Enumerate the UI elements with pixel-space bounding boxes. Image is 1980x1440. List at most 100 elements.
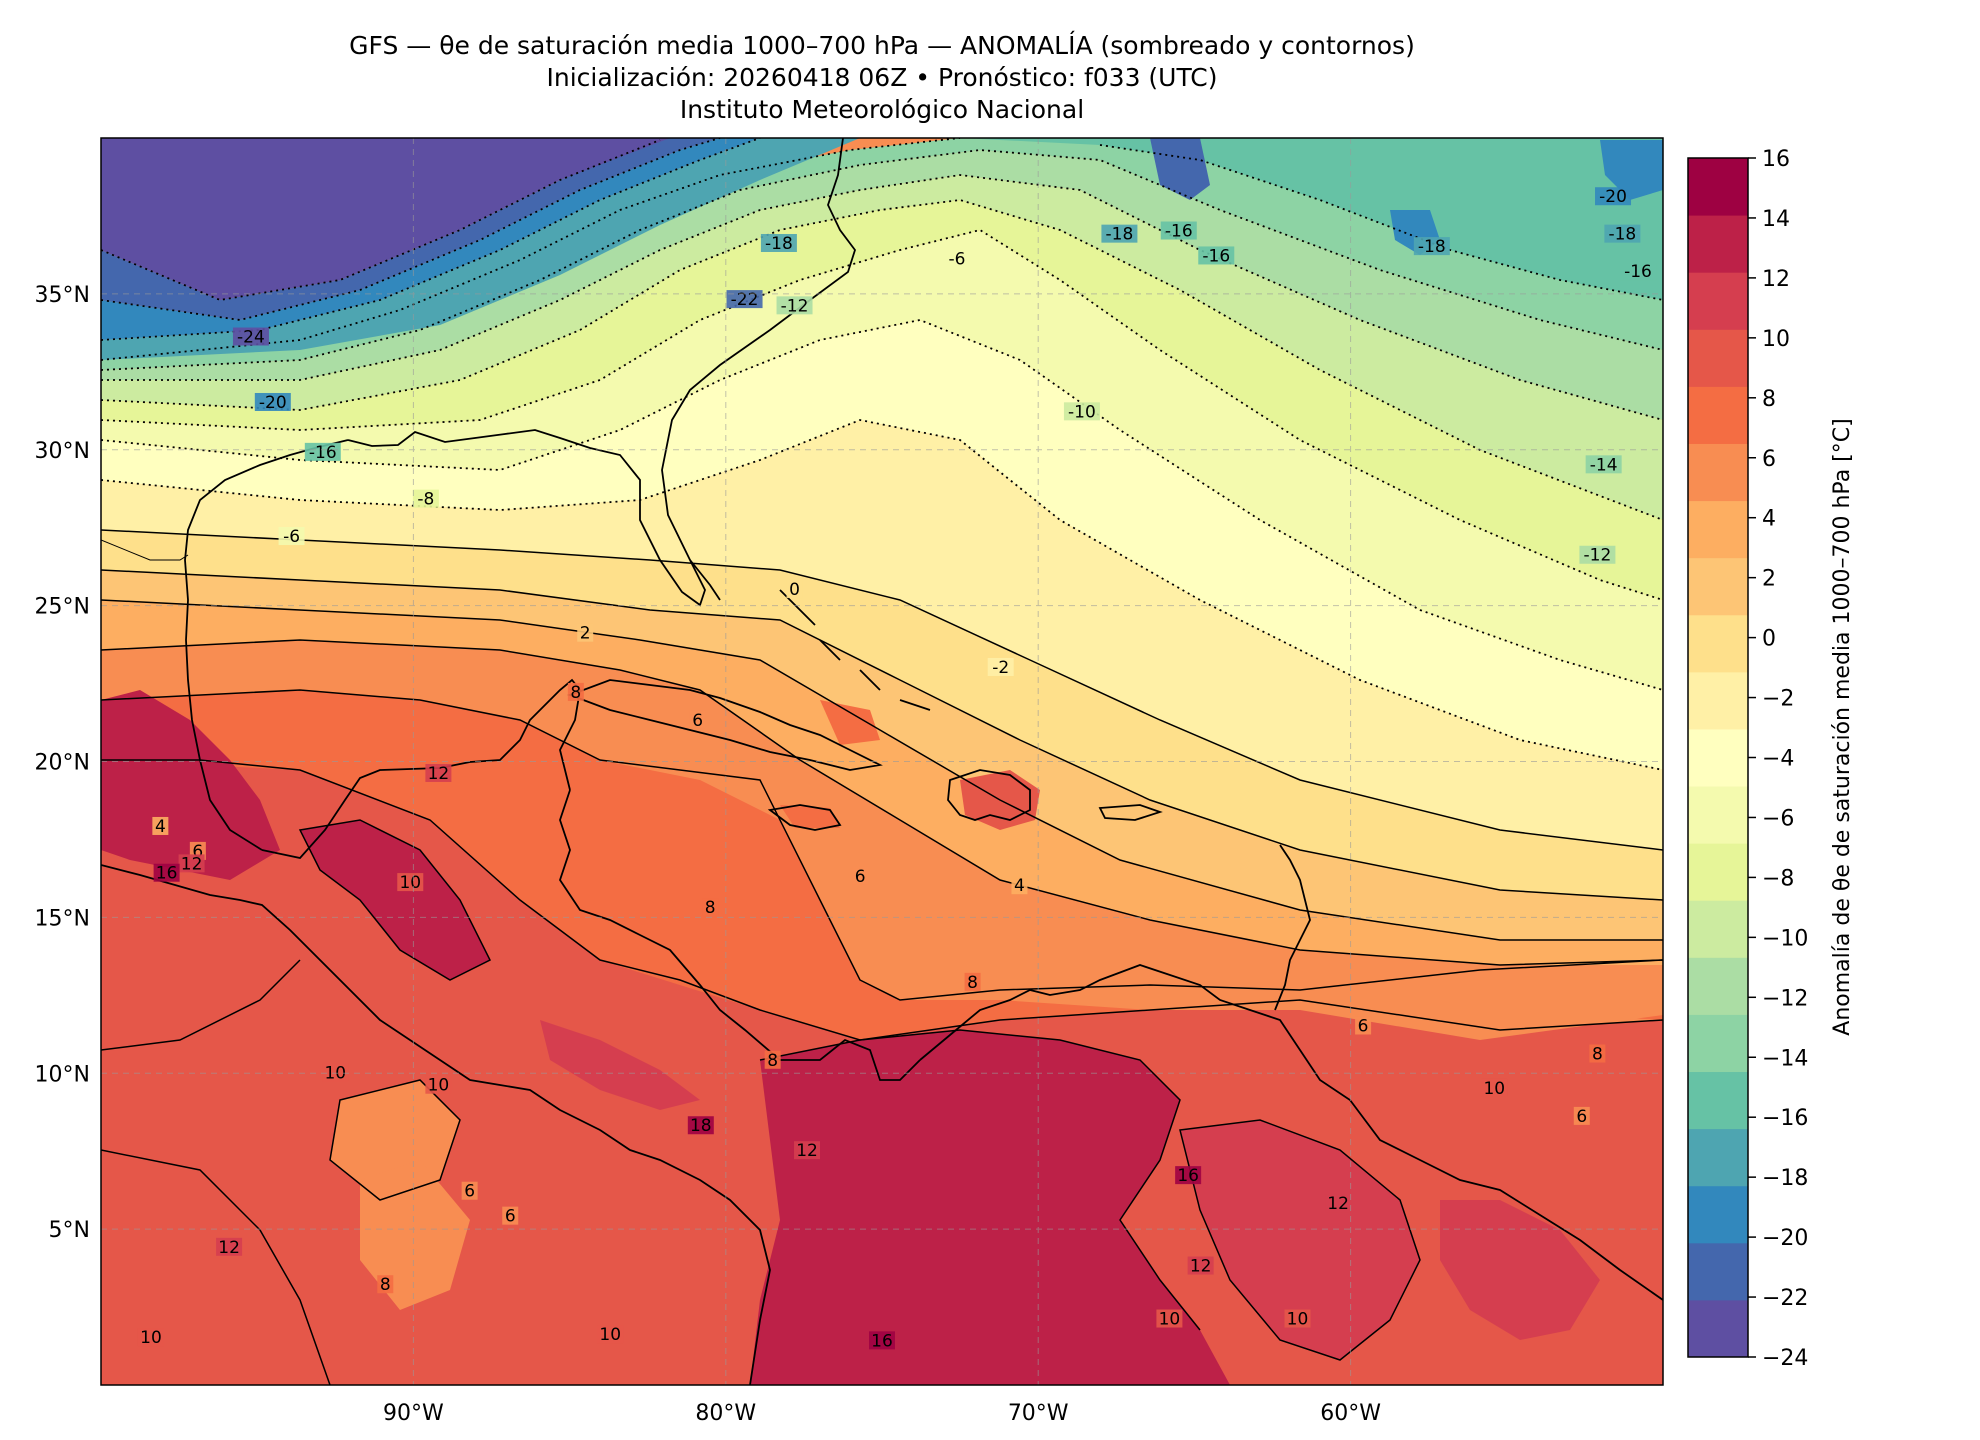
contour-label: -22	[731, 290, 759, 310]
lon-tick-label: 60°W	[1320, 1401, 1381, 1426]
figure-subtitle-init: Inicialización: 20260418 06Z • Pronóstic…	[546, 63, 1218, 92]
contour-label: -18	[1418, 237, 1446, 257]
contour-label-bg	[1481, 1078, 1508, 1097]
contour-line	[101, 139, 661, 301]
colorbar-segment	[1688, 786, 1748, 844]
coastline-cuba	[567, 679, 883, 771]
anomaly-band	[101, 690, 1663, 1040]
contour-label: 4	[155, 817, 166, 837]
colorbar-segment	[1688, 957, 1748, 1015]
contour-label: -20	[1599, 187, 1627, 207]
contour-label-bg	[1325, 1194, 1352, 1213]
contour-label-bg	[152, 816, 169, 835]
contour-label: -18	[765, 234, 793, 254]
contour-label-bg	[702, 898, 719, 917]
colorbar-tick-label: −4	[1762, 747, 1794, 772]
contour-label: 8	[705, 898, 716, 918]
contour-label: 6	[1576, 1107, 1587, 1127]
contour-label-bg	[1355, 1016, 1372, 1035]
map-frame	[100, 137, 1664, 1386]
contour-label: 16	[1177, 1166, 1199, 1186]
colorbar-segment	[1688, 614, 1748, 673]
colorbar-tick-label: 4	[1762, 507, 1776, 532]
contour-label: 10	[1159, 1310, 1181, 1330]
contour-label-bg	[776, 296, 813, 315]
lat-tick-label: 25°N	[35, 595, 90, 620]
anomaly-band	[101, 530, 1663, 900]
contour-label-bg	[425, 763, 452, 782]
contour-label-bg	[1160, 221, 1197, 240]
contour-label: 12	[218, 1238, 240, 1258]
contour-line	[101, 639, 1663, 966]
contour-label: 12	[1327, 1194, 1349, 1214]
contour-label: 12	[181, 854, 203, 874]
anomaly-band	[101, 640, 1663, 1040]
contour-label: -10	[1068, 402, 1096, 422]
contour-label-bg	[567, 682, 584, 701]
colorbar-tick-label: 0	[1762, 627, 1776, 652]
lat-tick-label: 20°N	[35, 751, 90, 776]
figure-title: GFS — θe de saturación media 1000–700 hP…	[349, 31, 1415, 60]
contour-label-bg	[412, 489, 439, 508]
anomaly-band	[101, 138, 860, 360]
coastline-florida-keys	[689, 559, 721, 601]
colorbar-segment	[1688, 1299, 1748, 1358]
colorbar-segment	[1688, 557, 1748, 616]
contour-label: 16	[156, 864, 178, 884]
colorbar-tick-label: 6	[1762, 447, 1776, 472]
anomaly-band	[101, 570, 1663, 940]
contour-label: -14	[1590, 455, 1618, 475]
contour-label-bg	[794, 1141, 821, 1160]
contour-label-bg	[1595, 187, 1632, 206]
contour-label-bg	[397, 873, 424, 892]
colorbar-tick-label: −10	[1762, 926, 1808, 951]
lat-tick-label: 30°N	[35, 439, 90, 464]
anomaly-band	[960, 138, 1663, 300]
colorbar-tick-label: −20	[1762, 1226, 1808, 1251]
contour-line	[101, 959, 301, 1051]
contour-label-bg	[577, 623, 594, 642]
colorbar-tick-label: 12	[1762, 267, 1790, 292]
contour-label-bg	[786, 580, 803, 599]
anomaly-feature	[820, 700, 880, 745]
colorbar-segment	[1688, 1185, 1748, 1244]
lon-tick-label: 80°W	[695, 1401, 756, 1426]
contour-label: 10	[1287, 1310, 1309, 1330]
contour-line	[101, 174, 1663, 421]
colorbar-tick-label: −24	[1762, 1346, 1808, 1371]
coastline-border-us-mexico	[101, 539, 189, 561]
contour-label: -18	[1106, 225, 1134, 245]
lat-tick-label: 35°N	[35, 283, 90, 308]
colorbar-tick-label: 2	[1762, 567, 1776, 592]
contour-label-bg	[502, 1206, 519, 1225]
anomaly-feature	[1440, 1200, 1600, 1340]
anomaly-feature	[1150, 138, 1210, 200]
contour-label: -16	[309, 443, 337, 463]
contour-label: -12	[781, 296, 809, 316]
colorbar-tick-label: −18	[1762, 1166, 1808, 1191]
contour-label-bg	[1187, 1256, 1214, 1275]
colorbar-segment	[1688, 1242, 1748, 1301]
contour-label: 8	[570, 683, 581, 703]
contour-line	[1099, 144, 1663, 301]
contour-line	[101, 759, 1663, 1041]
contour-line	[1179, 1119, 1421, 1361]
contour-label: 4	[1014, 876, 1025, 896]
contour-label: -24	[237, 328, 265, 348]
contour-label-bg	[178, 854, 205, 873]
contour-label-bg	[1589, 1044, 1606, 1063]
contour-label-bg	[726, 290, 763, 309]
colorbar-segment	[1688, 1128, 1748, 1187]
colorbar-tick-label: −14	[1762, 1046, 1808, 1071]
map-plot-area: -24-22-20-20-18 -18-18-18-16-16-16-16-14-…	[101, 138, 1663, 1385]
contour-label: -16	[1202, 246, 1230, 266]
coastline-bahamas	[779, 589, 931, 711]
contour-label-bg	[1413, 237, 1450, 256]
lat-tick-label: 10°N	[35, 1062, 90, 1087]
contour-label: 6	[855, 867, 866, 887]
contour-label-bg	[597, 1325, 624, 1344]
colorbar-segment	[1688, 1071, 1748, 1130]
contour-label: 12	[1190, 1257, 1212, 1277]
anomaly-feature	[750, 1030, 1230, 1385]
